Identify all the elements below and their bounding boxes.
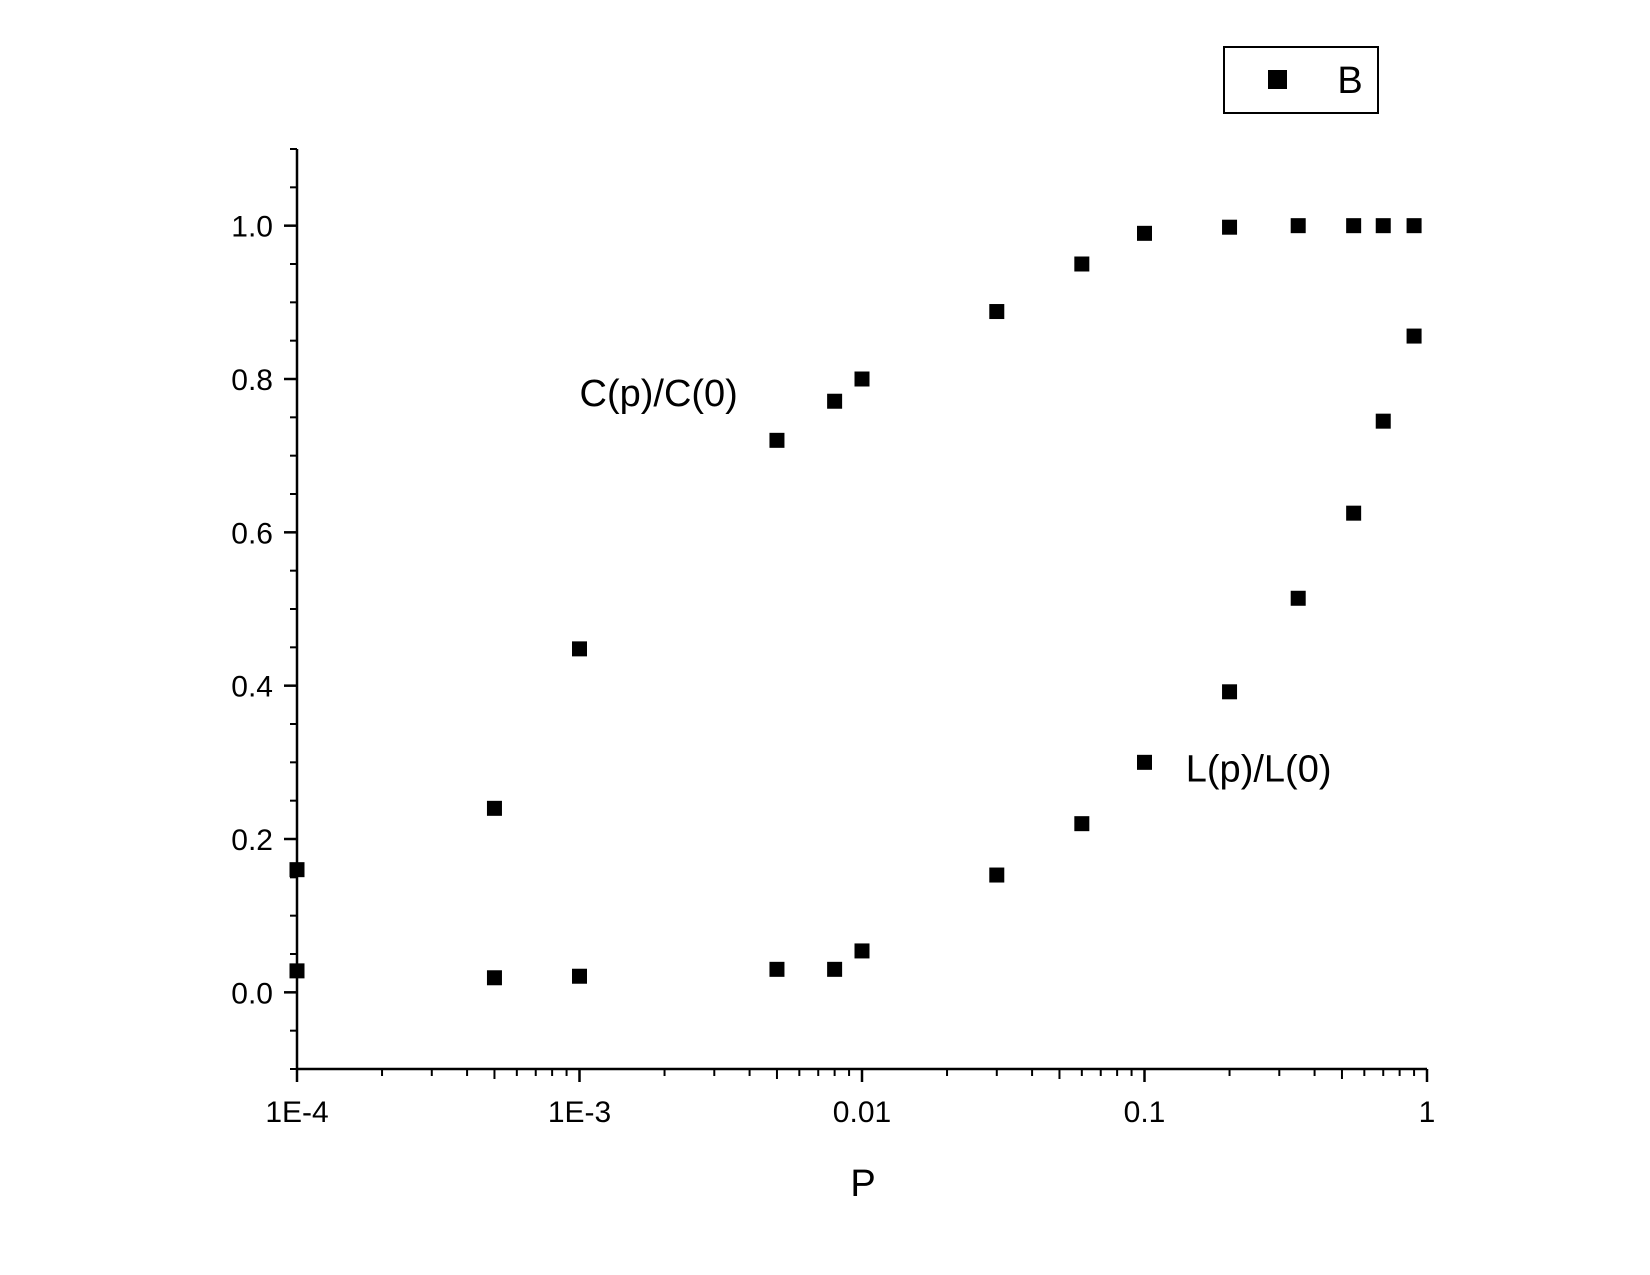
data-point <box>1375 413 1391 429</box>
minor-ticks <box>290 148 1416 1079</box>
x-ticks: 1E-4 1E-3 0.01 0.1 1 <box>265 1069 1435 1129</box>
y-tick-label: 1.0 <box>231 211 273 244</box>
data-point <box>827 393 843 409</box>
data-point <box>1406 218 1422 234</box>
data-point <box>1290 218 1306 234</box>
data-point <box>1074 816 1090 832</box>
data-point <box>486 970 502 986</box>
data-point <box>827 961 843 977</box>
data-point <box>769 961 785 977</box>
annotation-label: L(p)/L(0) <box>1186 749 1332 791</box>
data-point <box>1137 225 1152 241</box>
annotation-label: C(p)/C(0) <box>580 373 738 415</box>
data-point <box>1222 219 1238 235</box>
data-point <box>572 641 587 657</box>
axes <box>295 149 1427 1071</box>
x-tick-label: 1E-3 <box>548 1096 611 1129</box>
y-tick-label: 0.4 <box>231 671 273 704</box>
legend: B <box>1223 46 1379 114</box>
legend-box <box>1223 46 1379 114</box>
y-tick-label: 0.2 <box>231 824 273 857</box>
data-point <box>1222 684 1238 700</box>
data-point <box>854 943 870 959</box>
y-tick-label: 0.8 <box>231 364 273 397</box>
legend-label: B <box>1337 60 1362 102</box>
data-point <box>1074 256 1090 272</box>
annotations: C(p)/C(0) L(p)/L(0) <box>580 373 1332 791</box>
data-point <box>854 371 870 387</box>
data-point <box>989 304 1005 320</box>
y-tick-label: 0.6 <box>231 517 273 550</box>
data-point <box>289 862 305 878</box>
data-point <box>1137 754 1152 770</box>
data-point <box>486 800 502 816</box>
legend-marker <box>1268 70 1287 89</box>
y-ticks: 0.0 0.2 0.4 0.6 0.8 1.0 <box>231 211 297 1010</box>
data-point <box>1346 505 1362 521</box>
data-points <box>289 218 1422 986</box>
x-axis-title: P <box>850 1163 875 1205</box>
data-point <box>572 968 587 984</box>
data-point <box>1406 328 1422 344</box>
y-tick-label: 0.0 <box>231 977 273 1010</box>
x-tick-label: 0.1 <box>1124 1096 1166 1129</box>
data-point <box>989 867 1005 883</box>
data-point <box>289 963 305 979</box>
x-tick-label: 0.01 <box>833 1096 891 1129</box>
data-point <box>1346 218 1362 234</box>
x-tick-label: 1E-4 <box>265 1096 328 1129</box>
x-tick-label: 1 <box>1419 1096 1436 1129</box>
data-point <box>769 432 785 448</box>
data-point <box>1375 218 1391 234</box>
data-point <box>1290 590 1306 606</box>
